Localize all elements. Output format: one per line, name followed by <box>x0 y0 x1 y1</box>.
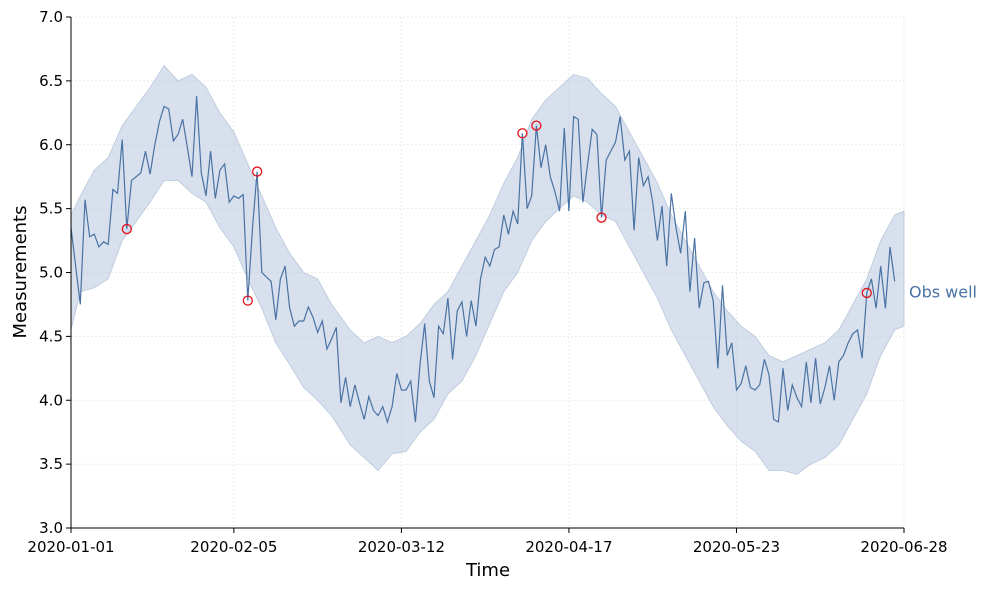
x-axis-ticks: 2020-01-01 2020-02-05 2020-03-12 2020-04-17… <box>27 528 948 556</box>
outlier-marker <box>517 128 528 139</box>
x-tick-label: 2020-01-01 <box>27 538 114 556</box>
y-tick-label: 5.5 <box>39 200 63 218</box>
series-line-obs-well <box>70 96 896 425</box>
y-tick-label: 5.0 <box>39 264 63 282</box>
outlier-marker <box>861 287 872 299</box>
x-tick-label: 2020-02-05 <box>190 538 277 556</box>
y-tick-label: 4.5 <box>39 327 63 345</box>
y-tick-label: 6.5 <box>39 72 63 90</box>
y-tick-label: 3.0 <box>39 519 63 537</box>
y-axis-title: Measurements <box>10 206 31 339</box>
x-axis-title: Time <box>465 560 510 581</box>
outlier-marker <box>242 295 253 306</box>
y-tick-label: 4.0 <box>39 391 63 409</box>
x-tick-label: 2020-04-17 <box>525 538 612 556</box>
x-tick-label: 2020-05-23 <box>693 538 780 556</box>
y-tick-label: 6.0 <box>39 136 63 154</box>
outlier-markers <box>121 120 872 306</box>
y-tick-label: 3.5 <box>39 455 63 473</box>
x-tick-label: 2020-03-12 <box>358 538 445 556</box>
outlier-marker <box>251 166 263 177</box>
series-label-obs-well: Obs well <box>909 283 977 302</box>
outlier-marker <box>596 212 607 223</box>
confidence-band <box>70 64 905 475</box>
outlier-marker <box>531 120 542 131</box>
outlier-marker <box>121 223 132 235</box>
y-axis-ticks: 3.0 3.5 4.0 4.5 5.0 5.5 6.0 6.5 7.0 <box>39 8 71 537</box>
x-tick-label: 2020-06-28 <box>860 538 947 556</box>
y-tick-label: 7.0 <box>39 8 63 26</box>
